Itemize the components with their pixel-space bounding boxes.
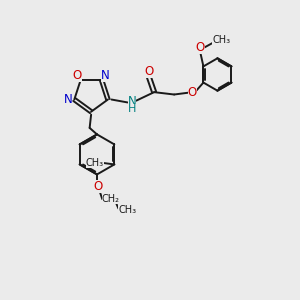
Text: O: O xyxy=(188,86,197,99)
Text: N: N xyxy=(128,95,136,108)
Text: CH₃: CH₃ xyxy=(118,205,136,215)
Text: N: N xyxy=(64,93,72,106)
Text: O: O xyxy=(94,180,103,193)
Text: H: H xyxy=(128,104,136,114)
Text: O: O xyxy=(196,41,205,54)
Text: O: O xyxy=(144,65,153,78)
Text: N: N xyxy=(101,69,110,82)
Text: CH₃: CH₃ xyxy=(86,158,104,168)
Text: O: O xyxy=(72,69,82,82)
Text: CH₃: CH₃ xyxy=(212,35,230,46)
Text: CH₂: CH₂ xyxy=(101,194,119,204)
